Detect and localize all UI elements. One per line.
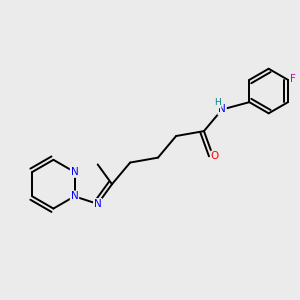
Text: N: N [70,167,78,177]
Text: N: N [94,199,102,209]
Text: O: O [211,152,219,161]
Text: N: N [218,104,226,115]
Text: N: N [70,191,78,201]
Text: F: F [290,74,296,84]
Text: H: H [214,98,221,107]
